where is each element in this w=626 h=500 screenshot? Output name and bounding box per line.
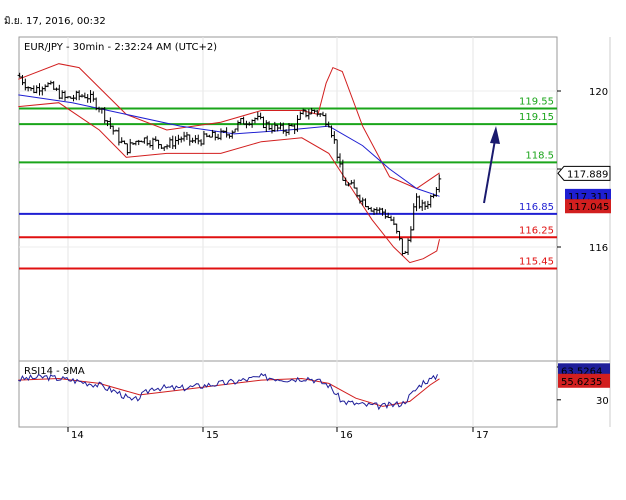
level-label: 119.55 [519, 97, 554, 108]
x-tick-label: 17 [476, 430, 489, 441]
grid-lines [19, 37, 557, 427]
x-tick-label: 14 [71, 430, 84, 441]
moving-average-line [18, 94, 440, 197]
x-tick-label: 16 [340, 430, 353, 441]
level-label: 116.85 [519, 202, 554, 213]
x-tick-label: 15 [206, 430, 219, 441]
rsi-tick-label: 30 [596, 396, 609, 407]
chart-title: EUR/JPY - 30min - 2:32:24 AM (UTC+2) [24, 42, 217, 53]
indicator-value-label: 117.045 [568, 202, 609, 213]
rsi-value-label: 63.5264 [561, 366, 602, 377]
bollinger-upper-line [18, 63, 440, 190]
support-resistance-levels: 119.55 119.15 118.5 116.85 116.25 115.45 [19, 97, 557, 270]
last-price-label: 117.889 [567, 169, 608, 180]
level-label: 118.5 [525, 150, 554, 161]
header-date: มิ.ย. 17, 2016, 00:32 [4, 16, 106, 27]
indicator-value-tag [565, 199, 611, 214]
indicator-value-label: 117.311 [568, 192, 609, 203]
last-price-tag [557, 165, 611, 181]
rsi-panel [18, 372, 440, 411]
rsi-value-tag [558, 373, 610, 388]
rsi-ma-line [18, 377, 440, 407]
rsi-title: RSI14 - 9MA [24, 366, 85, 377]
bollinger-lower-line [18, 102, 440, 264]
rsi-line [18, 372, 438, 411]
chart-frame [18, 36, 558, 428]
level-label: 116.25 [519, 225, 554, 236]
level-label: 119.15 [519, 112, 554, 123]
price-tick-label: 120 [589, 87, 608, 98]
axes: 14151617120118116117.889117.311117.04570… [67, 87, 611, 441]
price-tick-label: 116 [589, 243, 608, 254]
candlestick-series [17, 72, 442, 256]
rsi-value-label: 55.6235 [561, 377, 602, 388]
forecast-arrow [483, 126, 500, 204]
level-label: 115.45 [519, 256, 554, 267]
indicator-lines [18, 63, 440, 264]
